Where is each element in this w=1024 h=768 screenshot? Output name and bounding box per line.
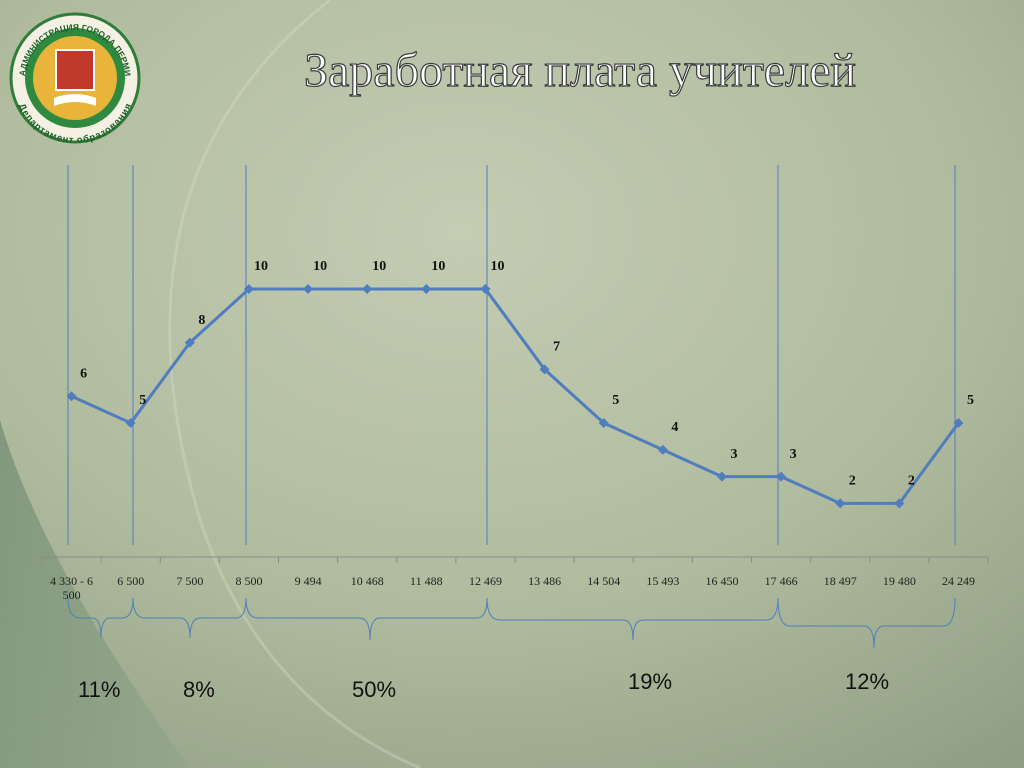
data-label: 5 — [612, 393, 619, 408]
data-label: 4 — [671, 420, 678, 435]
marker — [421, 284, 432, 294]
logo: АДМИНИСТРАЦИЯ ГОРОДА ПЕРМИ Департамент о… — [9, 12, 141, 146]
chart-title: Заработная плата учителей — [304, 44, 856, 97]
x-tick-label: 18 497 — [823, 574, 857, 588]
data-label: 10 — [254, 259, 268, 274]
data-label: 3 — [730, 447, 737, 462]
data-label: 10 — [313, 259, 327, 274]
x-tick-label: 16 450 — [705, 574, 739, 588]
marker — [598, 418, 609, 428]
x-tick-label: 15 493 — [646, 574, 680, 588]
x-tick-label: 9 494 — [294, 574, 322, 588]
separators — [67, 165, 956, 545]
line — [70, 287, 960, 505]
decor — [0, 420, 190, 768]
data-label: 2 — [908, 474, 915, 489]
data-label: 8 — [198, 313, 205, 328]
data-label: 5 — [967, 393, 974, 408]
marker — [66, 391, 77, 402]
x-tick-label: 13 486 — [528, 574, 562, 588]
marker — [480, 284, 491, 294]
data-label: 10 — [431, 259, 445, 274]
share-label: 11% — [78, 677, 121, 702]
share-label: 50% — [352, 677, 397, 702]
data-label: 10 — [490, 259, 504, 274]
marker — [657, 444, 668, 455]
data-label: 2 — [849, 474, 856, 489]
marker — [243, 284, 254, 294]
decor — [168, 0, 421, 768]
data-label: 10 — [372, 259, 386, 274]
x-tick-label: 14 504 — [587, 574, 621, 588]
marker — [539, 364, 550, 375]
x-tick-label: 7 500 — [176, 574, 204, 588]
marker — [835, 498, 846, 509]
x-tick-label: 12 469 — [468, 574, 502, 588]
share-label: 8% — [183, 677, 215, 702]
x-tick-label: 4 330 - 6 500 — [50, 574, 94, 602]
marker — [303, 284, 314, 294]
x-tick-label: 17 466 — [764, 574, 798, 588]
marker — [953, 418, 964, 428]
marker — [716, 471, 727, 482]
marker — [125, 418, 136, 428]
marker — [894, 498, 905, 509]
share-label: 12% — [845, 669, 890, 694]
data-label: 5 — [139, 393, 146, 408]
marker — [184, 337, 195, 348]
marker — [776, 471, 787, 482]
data-label: 7 — [553, 340, 560, 355]
share-label: 19% — [628, 669, 673, 694]
marker — [362, 284, 373, 294]
x-tick-label: 8 500 — [235, 574, 263, 588]
braces — [67, 597, 956, 649]
data-label: 3 — [790, 447, 797, 462]
x-tick-label: 10 468 — [350, 574, 384, 588]
x-tick-label: 24 249 — [941, 574, 975, 588]
x-tick-label: 11 488 — [410, 574, 443, 588]
x-tick-label: 6 500 — [117, 574, 145, 588]
data-label: 6 — [80, 366, 87, 381]
x-tick-label: 19 480 — [882, 574, 916, 588]
